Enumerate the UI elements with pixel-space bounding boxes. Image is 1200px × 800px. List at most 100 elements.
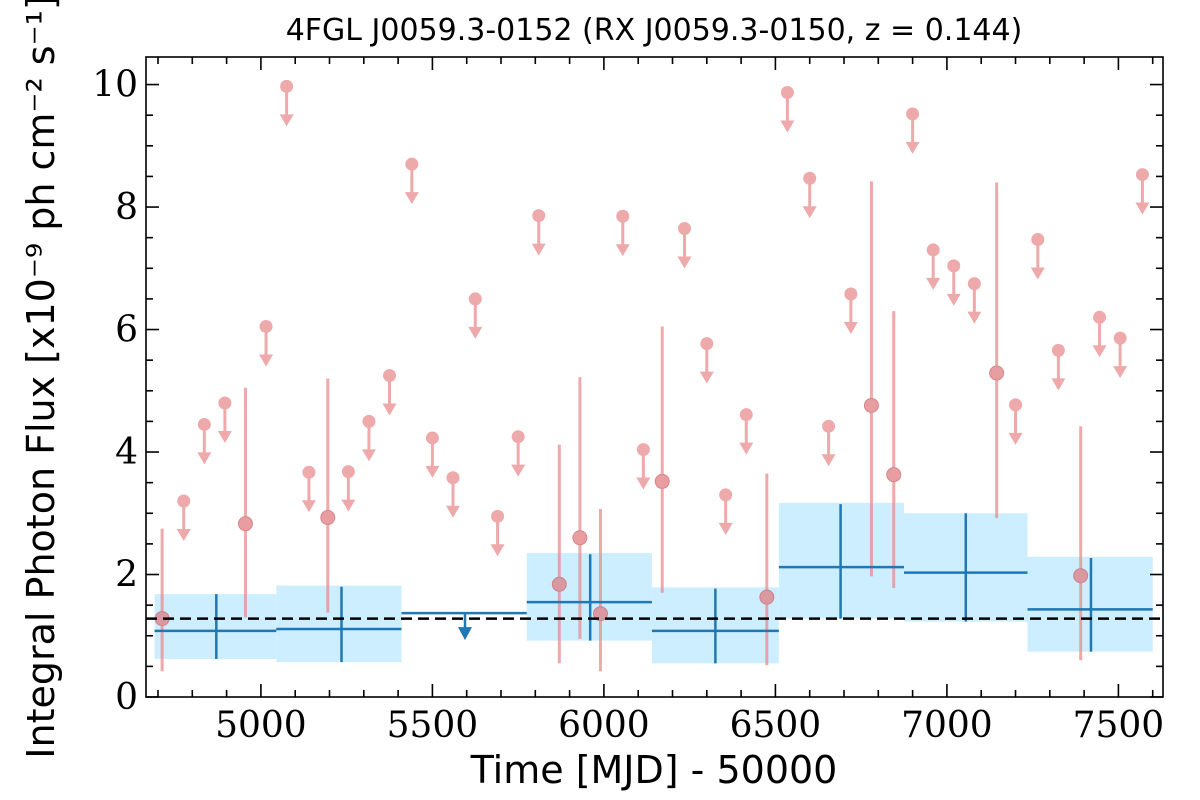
upper-limit-arrowhead	[490, 544, 505, 557]
short-bin-upper-limit	[615, 209, 630, 257]
upper-limit-marker	[636, 443, 650, 457]
upper-limit-arrowhead	[1051, 378, 1066, 391]
short-bin-upper-limit	[905, 107, 920, 154]
x-tick-label: 5000	[215, 705, 307, 746]
y-tick-label: 4	[115, 432, 138, 473]
short-bin-point	[551, 444, 567, 664]
long-bin-upper-limit	[401, 611, 527, 641]
upper-limit-arrowhead	[636, 477, 651, 490]
short-bin-upper-limit	[802, 171, 817, 219]
short-bin-upper-limit	[382, 368, 397, 416]
short-bin-upper-limit	[1051, 343, 1066, 391]
short-bin-marker	[1073, 568, 1089, 584]
upper-limit-arrowhead	[905, 141, 920, 154]
upper-limit-arrowhead	[197, 452, 212, 465]
short-bin-upper-limit	[301, 465, 316, 513]
upper-limit-arrowhead	[946, 293, 961, 306]
short-bin-marker	[320, 510, 336, 526]
short-bin-upper-limit	[718, 488, 733, 535]
short-bin-point	[759, 473, 775, 666]
short-bin-marker	[572, 530, 588, 546]
upper-limit-marker	[822, 419, 836, 433]
upper-limit-arrowhead	[404, 192, 419, 205]
short-bin-upper-limit	[946, 259, 961, 306]
upper-limit-arrowhead	[718, 522, 733, 535]
long-bin-point	[154, 594, 277, 660]
long-bin-band	[276, 585, 402, 663]
short-bin-upper-limit	[511, 430, 526, 477]
long-bin-bands	[154, 502, 1153, 664]
short-bin-upper-limit	[490, 509, 505, 557]
short-bin-upper-limit	[468, 292, 483, 339]
upper-limit-arrowhead	[301, 500, 316, 513]
short-bin-upper-limit	[1092, 310, 1107, 358]
upper-limit-marker	[405, 157, 419, 171]
short-bin-point	[592, 508, 608, 672]
axis-ticks: 5000 5500 6000 6500 7000 7500 0 2 4 6 8 10	[92, 57, 1164, 746]
short-bin-upper-limit	[1135, 168, 1150, 215]
plot-frame	[145, 56, 1164, 698]
short-bin-marker	[886, 467, 902, 483]
y-tick-label: 6	[115, 310, 138, 351]
short-bin-point	[654, 326, 670, 593]
upper-limit-marker	[425, 431, 439, 445]
upper-limit-arrowhead	[1008, 432, 1023, 445]
upper-limit-arrowhead	[821, 454, 836, 467]
upper-limit-arrowhead	[425, 465, 440, 478]
y-tick-label: 2	[115, 555, 138, 596]
upper-limit-marker	[177, 494, 191, 508]
upper-limit-arrowhead	[341, 499, 356, 512]
upper-limit-marker	[906, 107, 920, 121]
upper-limit-arrowhead	[843, 321, 858, 334]
short-bin-marker	[551, 576, 567, 592]
upper-limit-marker	[491, 509, 505, 523]
upper-limit-arrowhead	[176, 528, 191, 541]
upper-limit-marker	[446, 471, 460, 485]
y-tick-label: 8	[115, 187, 138, 228]
short-bin-upper-limit	[821, 419, 836, 467]
short-bin-upper-limit	[843, 287, 858, 334]
upper-limit-arrowhead	[780, 120, 795, 133]
upper-limit-marker	[1113, 331, 1127, 345]
upper-limit-marker	[302, 465, 316, 479]
short-bin-upper-limit	[1113, 331, 1128, 379]
upper-limit-marker	[1093, 310, 1107, 324]
upper-limit-marker	[341, 465, 355, 479]
upper-limit-arrowhead	[926, 277, 941, 290]
upper-limit-marker	[700, 337, 714, 351]
upper-limit-marker	[468, 292, 482, 306]
short-bin-series	[154, 79, 1150, 672]
plot-area	[146, 79, 1163, 672]
long-bin-point	[526, 554, 652, 641]
short-bin-point	[572, 377, 588, 639]
short-bin-upper-limit	[1008, 398, 1023, 445]
short-bin-upper-limit	[780, 86, 795, 133]
upper-limit-marker	[616, 209, 630, 223]
short-bin-marker	[237, 516, 253, 532]
upper-limit-marker	[511, 430, 525, 444]
upper-limit-arrowhead	[217, 431, 232, 443]
short-bin-marker	[654, 473, 670, 489]
y-axis-label: Integral Photon Flux [x10⁻⁹ ph cm⁻² s⁻¹]	[19, 0, 63, 759]
upper-limit-arrowhead	[615, 244, 630, 257]
short-bin-marker	[989, 365, 1005, 381]
upper-limit-marker	[1031, 233, 1045, 247]
short-bin-marker	[863, 397, 879, 413]
upper-limit-arrowhead	[445, 505, 460, 518]
short-bin-point	[320, 378, 336, 613]
short-bin-upper-limit	[677, 221, 692, 269]
upper-limit-marker	[218, 396, 232, 410]
upper-limit-marker	[1135, 168, 1149, 182]
upper-limit-marker	[383, 368, 397, 382]
upper-limit-arrowhead	[382, 403, 397, 416]
long-bin-point	[904, 513, 1028, 622]
upper-limit-marker	[803, 171, 817, 185]
upper-limit-marker	[947, 259, 961, 273]
short-bin-marker	[759, 589, 775, 605]
short-bin-upper-limit	[425, 431, 440, 478]
short-bin-upper-limit	[217, 396, 232, 443]
short-bin-upper-limit	[361, 414, 376, 462]
y-tick-label: 10	[92, 65, 138, 106]
upper-limit-arrowhead	[699, 371, 714, 384]
